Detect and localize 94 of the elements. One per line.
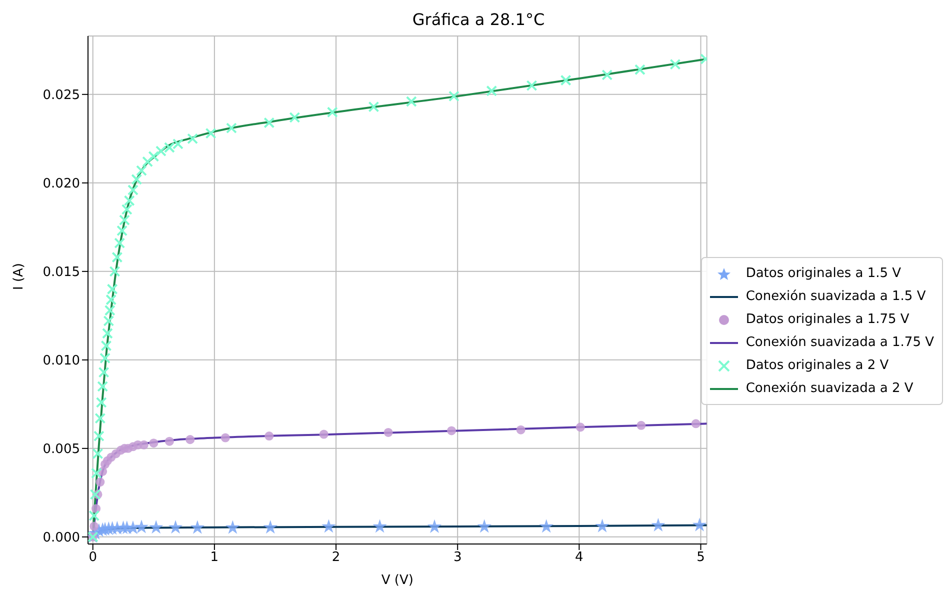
chart-title: Gráfica a 28.1°C [411, 9, 546, 31]
point [516, 425, 526, 434]
point [106, 284, 118, 295]
point [106, 294, 117, 306]
point [289, 112, 300, 123]
point [96, 396, 107, 408]
point [372, 519, 387, 533]
point [560, 74, 572, 86]
point [368, 101, 380, 112]
point [205, 128, 216, 139]
point [127, 184, 138, 196]
point [190, 520, 205, 534]
point [112, 252, 123, 263]
x-tick-label: 5 [696, 550, 705, 566]
point [384, 428, 393, 437]
point [225, 520, 240, 534]
x-tick-label: 4 [575, 550, 584, 566]
point [118, 214, 130, 226]
point [576, 422, 585, 432]
point [131, 174, 142, 185]
y-axis-title: I (A) [12, 262, 27, 290]
point [103, 315, 114, 326]
point [186, 435, 195, 444]
point [90, 488, 101, 500]
point [263, 520, 278, 534]
point [100, 352, 111, 364]
point [116, 225, 128, 236]
point [92, 504, 101, 514]
point [264, 117, 275, 128]
point [109, 266, 120, 277]
point [406, 96, 417, 107]
point [164, 436, 174, 446]
point [602, 69, 613, 80]
point [226, 122, 237, 134]
legend-label: Datos originales a 1.5 V [746, 266, 902, 281]
point [486, 85, 498, 96]
legend-label: Conexión suavizada a 2 V [746, 381, 914, 396]
point [148, 150, 160, 162]
y-tick-label: 0.025 [42, 88, 80, 104]
point [92, 448, 104, 460]
point [322, 519, 336, 533]
point [88, 510, 100, 522]
point [526, 80, 538, 92]
point [139, 440, 148, 450]
point [136, 165, 147, 176]
point [149, 438, 158, 448]
point [104, 304, 116, 316]
point [114, 238, 126, 249]
point [100, 340, 112, 352]
point [634, 64, 646, 76]
point [93, 430, 104, 442]
point [670, 58, 681, 70]
point [220, 433, 230, 442]
x-axis-title: V (V) [381, 573, 414, 588]
point [326, 106, 338, 118]
y-tick-label: 0.015 [42, 265, 80, 280]
x-tick-label: 0 [88, 550, 98, 566]
point [98, 366, 110, 378]
point [97, 380, 108, 392]
y-tick-label: 0.000 [42, 530, 80, 546]
point [651, 518, 666, 532]
point [692, 518, 707, 532]
point [448, 90, 460, 102]
x-tick-label: 1 [210, 550, 219, 566]
y-tick-label: 0.005 [42, 442, 80, 458]
point [319, 430, 328, 439]
point [121, 204, 132, 215]
point [539, 519, 554, 533]
point [102, 328, 113, 339]
point [447, 426, 456, 436]
point [636, 420, 646, 430]
point [96, 478, 105, 487]
point [595, 518, 610, 532]
point [187, 133, 198, 144]
point [134, 520, 149, 534]
point [427, 519, 442, 533]
legend-label: Datos originales a 2 V [746, 358, 889, 373]
point [91, 468, 102, 479]
legend-label: Conexión suavizada a 1.75 V [746, 335, 934, 350]
point [264, 432, 274, 441]
legend-label: Conexión suavizada a 1.5 V [746, 289, 926, 304]
point [142, 156, 154, 168]
point [148, 520, 164, 534]
x-tick-label: 3 [453, 550, 462, 566]
legend-label: Datos originales a 1.75 V [746, 312, 910, 327]
point [691, 419, 700, 428]
point [94, 412, 106, 424]
point [126, 520, 140, 534]
point [477, 519, 492, 533]
point [124, 195, 135, 206]
x-tick-label: 2 [332, 550, 340, 566]
point [168, 520, 183, 534]
y-tick-label: 0.010 [42, 354, 80, 369]
y-tick-label: 0.020 [42, 176, 80, 192]
